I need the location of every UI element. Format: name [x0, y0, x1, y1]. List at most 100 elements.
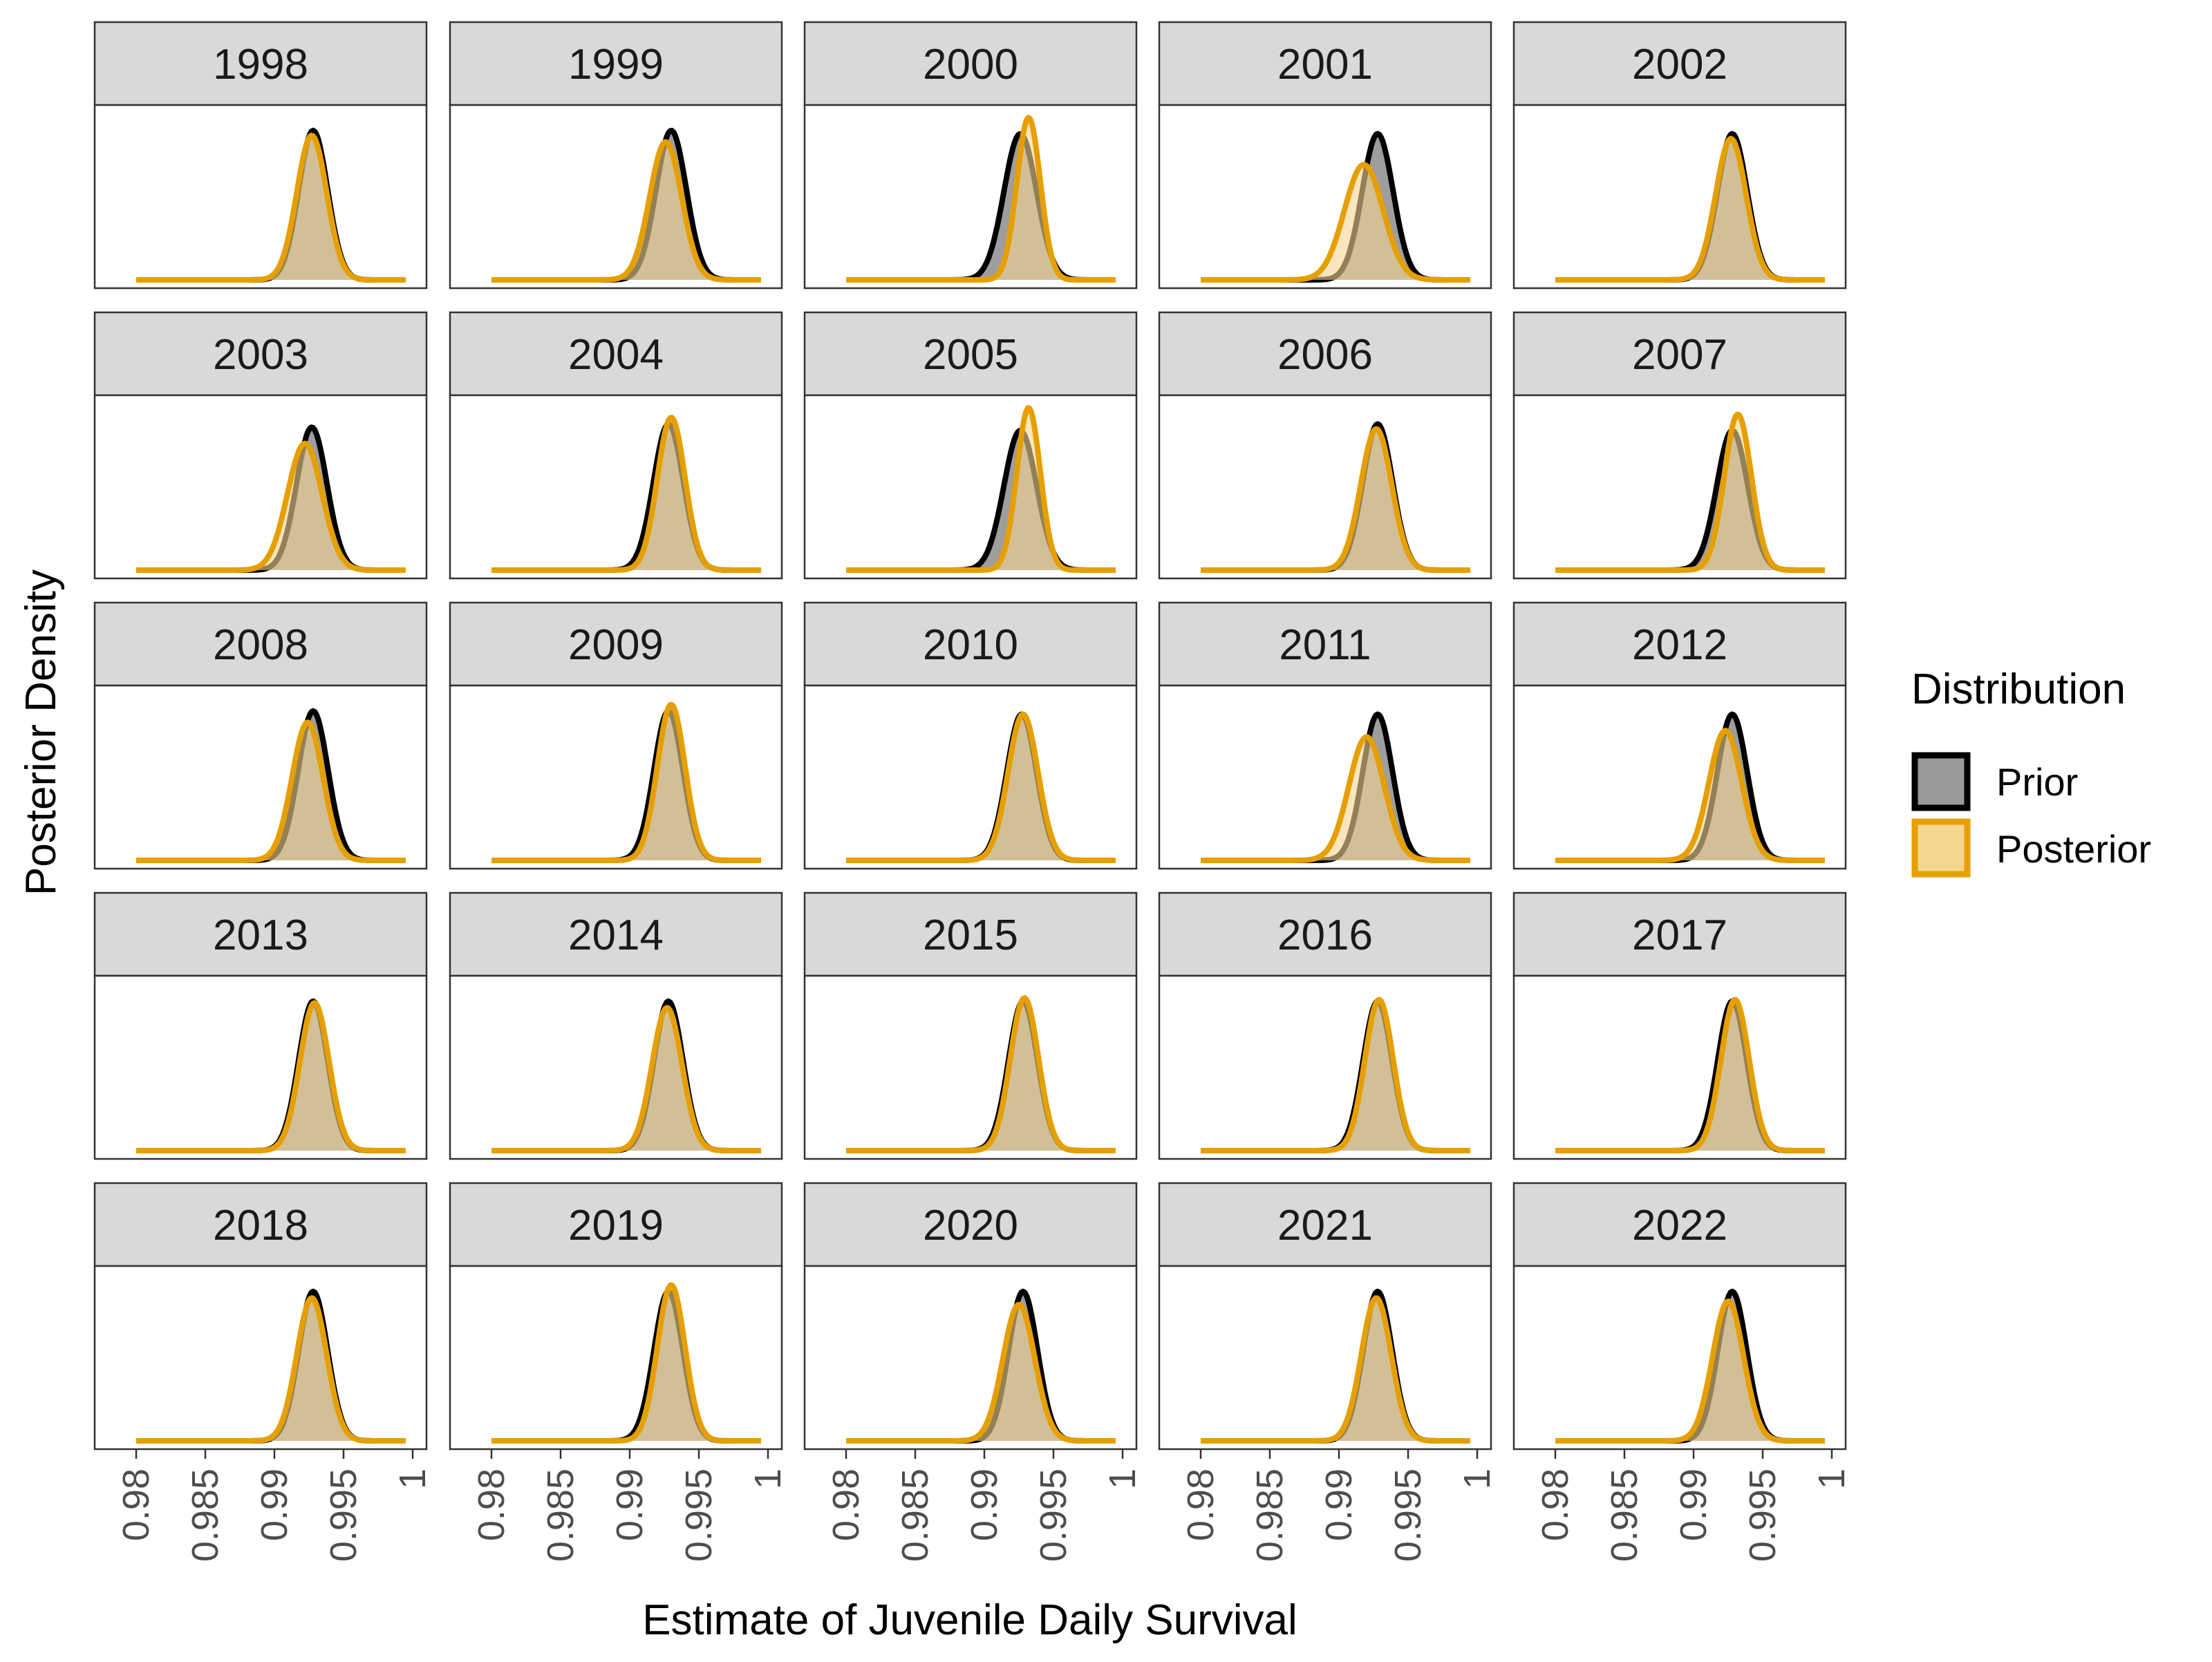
posterior-density-line	[490, 701, 762, 863]
posterior-density-line	[1554, 728, 1826, 863]
facet-panel-2013: 2013	[93, 891, 428, 1160]
facet-plot-area	[93, 974, 428, 1160]
plot-background	[1514, 686, 1846, 869]
posterior-density-area	[1555, 414, 1825, 570]
posterior-density-line	[845, 995, 1117, 1153]
facet-panel-2008: 2008	[93, 601, 428, 870]
x-tick-label: 0.995	[323, 1469, 364, 1562]
panel-border	[1158, 104, 1492, 290]
legend-item-posterior: Posterior	[1911, 818, 2151, 878]
facet-strip	[1512, 601, 1847, 687]
facet-strip-label: 2003	[213, 331, 308, 379]
x-tick-label: 0.98	[471, 1469, 512, 1541]
x-tick-label: 0.99	[964, 1469, 1005, 1541]
facet-strip	[1158, 601, 1492, 687]
facet-strip	[93, 601, 428, 687]
x-tick-label: 0.995	[1387, 1469, 1429, 1562]
x-tick-label: 1	[1811, 1469, 1853, 1489]
panel-border	[93, 684, 428, 870]
facet-strip-label: 2017	[1632, 912, 1727, 959]
facet-panel-2003: 2003	[93, 311, 428, 580]
facet-plot-area	[803, 684, 1138, 870]
facet-strip-label: 2007	[1632, 331, 1727, 379]
facet-strip-label: 2022	[1632, 1202, 1727, 1249]
panel-border	[1158, 1265, 1492, 1451]
plot-background	[805, 686, 1136, 869]
facet-panel-2010: 2010	[803, 601, 1138, 870]
posterior-density-line	[1199, 162, 1472, 283]
facet-strip-label: 2020	[923, 1202, 1018, 1249]
facet-strip-label: 2012	[1632, 621, 1727, 669]
facet-plot-area	[1158, 684, 1492, 870]
facet-strip-label: 1999	[568, 41, 664, 88]
posterior-density-area	[1201, 164, 1470, 280]
facet-panel-2014: 2014	[449, 891, 783, 1160]
panel-border	[1512, 1265, 1847, 1451]
panel-border	[803, 974, 1138, 1160]
x-axis-title: Estimate of Juvenile Daily Survival	[642, 1596, 1297, 1644]
posterior-density-line	[490, 1282, 762, 1444]
panel-border	[93, 104, 428, 290]
panel-border	[803, 104, 1138, 290]
posterior-density-line	[135, 1000, 407, 1153]
plot-background	[1514, 105, 1846, 288]
legend-label-posterior: Posterior	[1996, 827, 2151, 871]
plot-background	[1159, 1266, 1491, 1449]
plot-background	[95, 976, 427, 1159]
legend-key-posterior	[1911, 818, 1971, 878]
posterior-density-line	[1554, 997, 1826, 1153]
x-tick-label: 1	[1456, 1469, 1498, 1489]
facet-strip-label: 2016	[1277, 912, 1373, 959]
facet-plot-area: 0.98 0.985 0.99 0.995 1	[1158, 1265, 1498, 1562]
facet-plot-area	[449, 394, 783, 580]
facet-panel-2001: 2001	[1158, 21, 1492, 290]
legend: Distribution Prior Posterior	[1911, 665, 2151, 878]
facet-strip-label: 2004	[568, 331, 664, 379]
facet-strip-label: 2009	[568, 621, 664, 669]
facet-plot-area	[803, 394, 1138, 580]
panel-border	[93, 974, 428, 1160]
facet-plot-area	[1158, 974, 1492, 1160]
facet-strip-label: 2010	[923, 621, 1018, 669]
panel-border	[449, 684, 783, 870]
facet-plot-area	[1158, 104, 1492, 290]
plot-background	[450, 686, 782, 869]
facet-strip-label: 2021	[1277, 1202, 1373, 1249]
posterior-density-line	[1199, 426, 1472, 573]
facet-plot-area	[1512, 974, 1847, 1160]
x-tick-label: 0.99	[1673, 1469, 1714, 1541]
plot-background	[1159, 976, 1491, 1159]
facet-plot-area	[803, 104, 1138, 290]
plot-background	[1514, 1266, 1846, 1449]
panel-border	[1512, 394, 1847, 580]
facet-plot-area	[93, 104, 428, 290]
facet-strip-label: 2006	[1277, 331, 1373, 379]
plot-background	[805, 1266, 1136, 1449]
facet-strip-label: 2001	[1277, 41, 1373, 88]
facet-strip-label: 2019	[568, 1202, 664, 1249]
y-axis-title: Posterior Density	[17, 569, 65, 896]
plot-background	[805, 105, 1136, 288]
facet-panel-2015: 2015	[803, 891, 1138, 1160]
facet-panel-2017: 2017	[1512, 891, 1847, 1160]
plot-background	[450, 1266, 782, 1449]
facet-strip	[93, 311, 428, 397]
facet-panel-2002: 2002	[1512, 21, 1847, 290]
panel-border	[803, 394, 1138, 580]
legend-label-prior: Prior	[1996, 760, 2078, 804]
legend-title: Distribution	[1911, 665, 2126, 713]
facet-strip-label: 2008	[213, 621, 308, 669]
plot-background	[95, 1266, 427, 1449]
plot-background	[95, 395, 427, 578]
x-tick-label: 0.985	[185, 1469, 226, 1562]
facet-plot-area	[1512, 104, 1847, 290]
posterior-density-line	[135, 1295, 407, 1444]
facet-plot-area: 0.98 0.985 0.99 0.995 1	[93, 1265, 433, 1562]
panel-border	[449, 974, 783, 1160]
x-tick-label: 0.985	[540, 1469, 581, 1562]
facet-strip	[93, 891, 428, 977]
posterior-density-line	[135, 132, 407, 283]
plot-background	[450, 105, 782, 288]
x-tick-label: 0.98	[825, 1469, 867, 1541]
x-tick-label: 0.995	[1742, 1469, 1783, 1562]
